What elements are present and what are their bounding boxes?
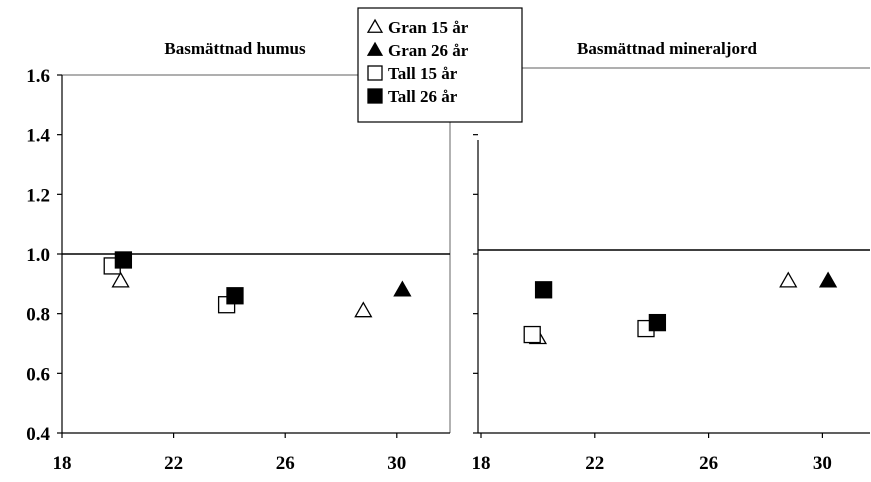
panel-1-x-tick-label: 22 <box>164 453 183 474</box>
legend-marker-square-open <box>367 65 383 81</box>
legend-marker-square-filled <box>367 88 383 104</box>
y-tick-label: 1.6 <box>26 66 50 87</box>
legend-entry-label: Gran 15 år <box>388 18 469 37</box>
panel-2-x-tick-label: 22 <box>585 453 604 474</box>
panel-1-x-tick-label: 18 <box>53 453 72 474</box>
marker-triangle-open <box>354 301 373 318</box>
panel-1-x-tick-label: 30 <box>387 453 406 474</box>
marker-square-filled <box>648 313 667 332</box>
y-tick-label: 0.8 <box>26 305 50 326</box>
panel-2-x-tick-label: 18 <box>472 453 491 474</box>
y-tick-label: 1.2 <box>26 185 50 206</box>
legend-marker-triangle-filled <box>366 41 384 56</box>
legend-entry-label: Tall 15 år <box>388 64 458 83</box>
panel-1-x-tick-label: 26 <box>276 453 295 474</box>
panel-2-x-tick-label: 30 <box>813 453 832 474</box>
panel-title-humus: Basmättnad humus <box>164 39 306 58</box>
marker-square-filled <box>114 251 133 269</box>
marker-triangle-filled <box>818 271 838 288</box>
marker-triangle-filled <box>393 280 412 297</box>
legend-entry-label: Gran 26 år <box>388 41 469 60</box>
marker-triangle-open <box>779 271 798 288</box>
panel-2-x-tick-label: 26 <box>699 453 718 474</box>
marker-square-filled <box>226 287 244 305</box>
legend-box <box>357 7 523 123</box>
panel-title-mineraljord: Basmättnad mineraljord <box>577 39 757 58</box>
marker-triangle-open <box>111 271 130 288</box>
y-tick-label: 1.0 <box>26 245 50 266</box>
y-tick-label: 0.4 <box>26 424 50 445</box>
marker-square-filled <box>534 281 553 299</box>
legend-marker-triangle-open <box>366 18 384 33</box>
marker-square-open <box>523 325 541 344</box>
y-tick-label: 1.4 <box>26 126 50 147</box>
legend-entry-label: Tall 26 år <box>388 87 458 106</box>
y-tick-label: 0.6 <box>26 364 50 385</box>
